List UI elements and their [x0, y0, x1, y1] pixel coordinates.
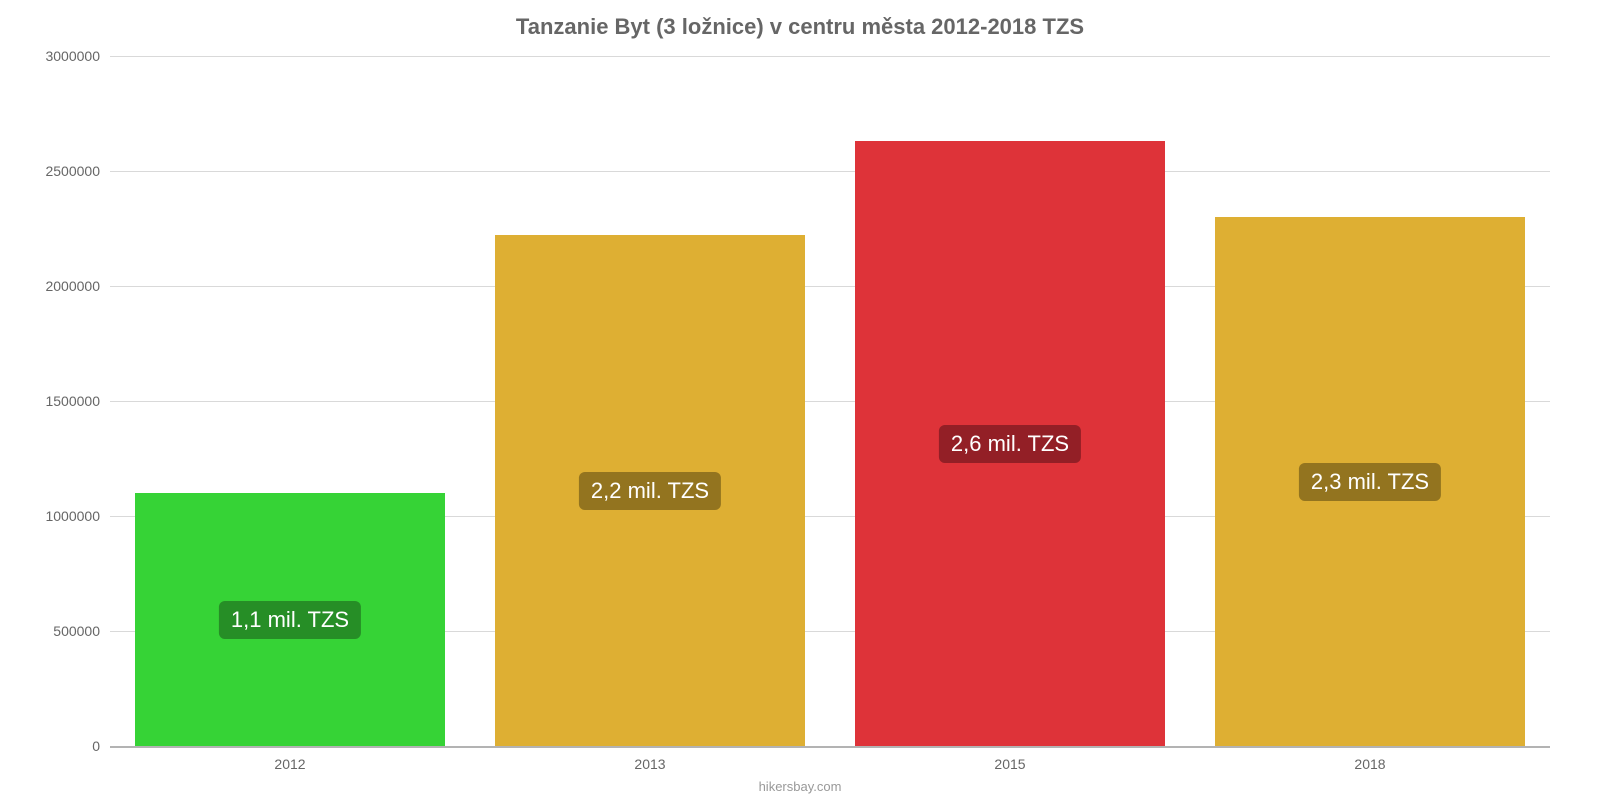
- x-tick-label: 2015: [994, 746, 1025, 772]
- bar-slot: 2,6 mil. TZS2015: [830, 56, 1190, 746]
- bar-value-label: 1,1 mil. TZS: [219, 601, 361, 639]
- bar-slot: 2,3 mil. TZS2018: [1190, 56, 1550, 746]
- bar-slot: 2,2 mil. TZS2013: [470, 56, 830, 746]
- x-tick-label: 2018: [1354, 746, 1385, 772]
- y-tick-label: 500000: [53, 623, 110, 639]
- bars-group: 1,1 mil. TZS20122,2 mil. TZS20132,6 mil.…: [110, 56, 1550, 746]
- bar-value-label: 2,6 mil. TZS: [939, 425, 1081, 463]
- y-tick-label: 1000000: [45, 508, 110, 524]
- bar-value-label: 2,3 mil. TZS: [1299, 463, 1441, 501]
- y-tick-label: 2500000: [45, 163, 110, 179]
- chart-container: Tanzanie Byt (3 ložnice) v centru města …: [0, 0, 1600, 800]
- x-tick-label: 2012: [274, 746, 305, 772]
- x-tick-label: 2013: [634, 746, 665, 772]
- x-axis-baseline: [110, 746, 1550, 748]
- y-tick-label: 1500000: [45, 393, 110, 409]
- chart-title: Tanzanie Byt (3 ložnice) v centru města …: [0, 14, 1600, 40]
- credit-text: hikersbay.com: [0, 779, 1600, 794]
- y-tick-label: 0: [92, 738, 110, 754]
- bar-slot: 1,1 mil. TZS2012: [110, 56, 470, 746]
- plot-area: 1,1 mil. TZS20122,2 mil. TZS20132,6 mil.…: [110, 56, 1550, 746]
- y-tick-label: 2000000: [45, 278, 110, 294]
- y-tick-label: 3000000: [45, 48, 110, 64]
- bar-value-label: 2,2 mil. TZS: [579, 472, 721, 510]
